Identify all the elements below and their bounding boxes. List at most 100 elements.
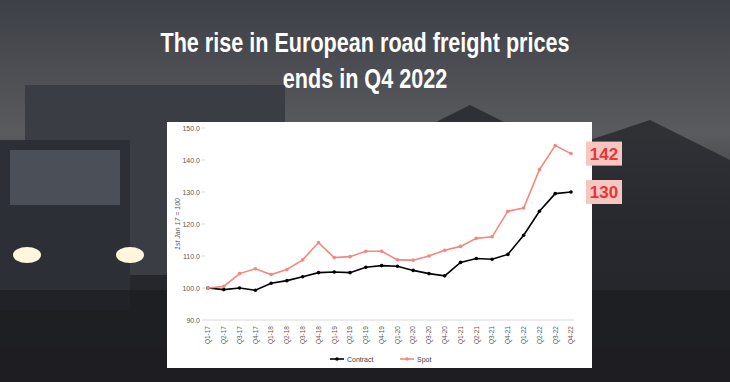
series-marker bbox=[411, 258, 415, 262]
headlight bbox=[116, 247, 144, 263]
series-marker bbox=[569, 152, 573, 156]
plot-area bbox=[206, 144, 573, 292]
series-marker bbox=[238, 286, 242, 290]
series-marker bbox=[301, 275, 305, 279]
x-tick-label: Q3-20 bbox=[425, 326, 433, 344]
x-tick-label: Q1-18 bbox=[267, 326, 275, 344]
y-tick bbox=[202, 256, 205, 257]
x-tick-label: Q1-19 bbox=[331, 326, 339, 344]
x-tick-label: Q3-21 bbox=[488, 326, 496, 344]
series-marker bbox=[332, 270, 336, 274]
series-marker bbox=[443, 248, 447, 252]
x-tick-label: Q3-19 bbox=[362, 326, 370, 344]
y-tick bbox=[202, 160, 205, 161]
x-tick-label: Q3-17 bbox=[236, 326, 244, 344]
series-marker bbox=[427, 254, 431, 258]
series-marker bbox=[538, 209, 542, 213]
chart-panel bbox=[167, 122, 592, 368]
series-marker bbox=[459, 261, 463, 265]
x-tick-label: Q2-20 bbox=[409, 326, 417, 344]
series-marker bbox=[238, 272, 242, 276]
series-marker bbox=[269, 281, 273, 285]
y-tick bbox=[202, 320, 205, 321]
x-tick-label: Q1-22 bbox=[520, 326, 528, 344]
y-axis-label: 1st Jan 17 = 100 bbox=[174, 198, 181, 250]
x-tick-label: Q2-18 bbox=[283, 326, 291, 344]
x-tick-label: Q1-21 bbox=[457, 326, 465, 344]
series-marker bbox=[222, 285, 226, 289]
series-marker bbox=[490, 235, 494, 239]
series-marker bbox=[553, 192, 557, 196]
series-marker bbox=[206, 286, 210, 290]
series-marker bbox=[348, 271, 352, 275]
truck-window bbox=[10, 150, 120, 205]
x-tick-label: Q2-19 bbox=[346, 326, 354, 344]
series-marker bbox=[475, 257, 479, 261]
y-tick-label: 100.0 bbox=[182, 285, 200, 292]
annotation-box bbox=[586, 180, 622, 204]
y-tick-label: 130.0 bbox=[182, 189, 200, 196]
series-marker bbox=[254, 267, 258, 271]
annotation-label: 142 bbox=[590, 145, 618, 164]
title: The rise in European road freight prices bbox=[160, 28, 569, 58]
headlight bbox=[13, 247, 41, 263]
series-marker bbox=[569, 190, 573, 194]
x-tick-label: Q2-21 bbox=[473, 326, 481, 344]
series-marker bbox=[332, 256, 336, 260]
y-tick bbox=[202, 224, 205, 225]
y-tick-label: 120.0 bbox=[182, 221, 200, 228]
x-axis bbox=[205, 320, 574, 321]
series-marker bbox=[254, 288, 258, 292]
legend-marker bbox=[405, 357, 409, 361]
x-tick-label: Q4-20 bbox=[441, 326, 449, 344]
y-tick-label: 90.0 bbox=[186, 317, 200, 324]
series-marker bbox=[380, 264, 384, 268]
series-marker bbox=[411, 269, 415, 273]
series-marker bbox=[396, 258, 400, 262]
series-marker bbox=[269, 273, 273, 277]
series-marker bbox=[490, 257, 494, 261]
series-marker bbox=[506, 209, 510, 213]
series-marker bbox=[475, 237, 479, 241]
series-marker bbox=[285, 279, 289, 283]
y-tick-label: 110.0 bbox=[183, 253, 200, 260]
series-marker bbox=[522, 233, 526, 237]
series-marker bbox=[206, 286, 210, 290]
x-tick-label: Q3-18 bbox=[299, 326, 307, 344]
series-marker bbox=[553, 144, 557, 148]
series-marker bbox=[285, 268, 289, 272]
x-tick-label: Q2-22 bbox=[536, 326, 544, 344]
x-tick-label: Q4-22 bbox=[567, 326, 575, 344]
x-tick-label: Q4-18 bbox=[315, 326, 323, 344]
series-marker bbox=[317, 271, 321, 275]
x-tick-label: Q2-17 bbox=[220, 326, 228, 344]
annotation-box bbox=[586, 142, 622, 166]
series-marker bbox=[396, 264, 400, 268]
legend-label: Spot bbox=[417, 356, 431, 364]
series-marker bbox=[364, 249, 368, 253]
title: ends in Q4 2022 bbox=[283, 64, 447, 94]
x-tick-label: Q3-22 bbox=[552, 326, 560, 344]
y-tick-label: 150.0 bbox=[182, 125, 200, 132]
x-tick-label: Q4-17 bbox=[252, 326, 260, 344]
x-tick-label: Q4-19 bbox=[378, 326, 386, 344]
x-tick-label: Q1-20 bbox=[394, 326, 402, 344]
mountains bbox=[0, 105, 730, 382]
series-line bbox=[208, 192, 571, 290]
series-line bbox=[208, 146, 571, 288]
series-marker bbox=[538, 168, 542, 172]
series-marker bbox=[506, 253, 510, 257]
legend-label: Contract bbox=[347, 356, 374, 363]
series-marker bbox=[222, 288, 226, 292]
x-tick-label: Q1-17 bbox=[204, 326, 212, 344]
series-marker bbox=[459, 245, 463, 249]
y-tick-label: 140.0 bbox=[182, 157, 200, 164]
y-tick bbox=[202, 128, 205, 129]
y-tick bbox=[202, 288, 205, 289]
series-marker bbox=[364, 265, 368, 269]
truck-cab bbox=[0, 140, 130, 310]
y-tick bbox=[202, 192, 205, 193]
legend-marker bbox=[335, 357, 339, 361]
series-marker bbox=[317, 241, 321, 245]
series-marker bbox=[348, 255, 352, 259]
